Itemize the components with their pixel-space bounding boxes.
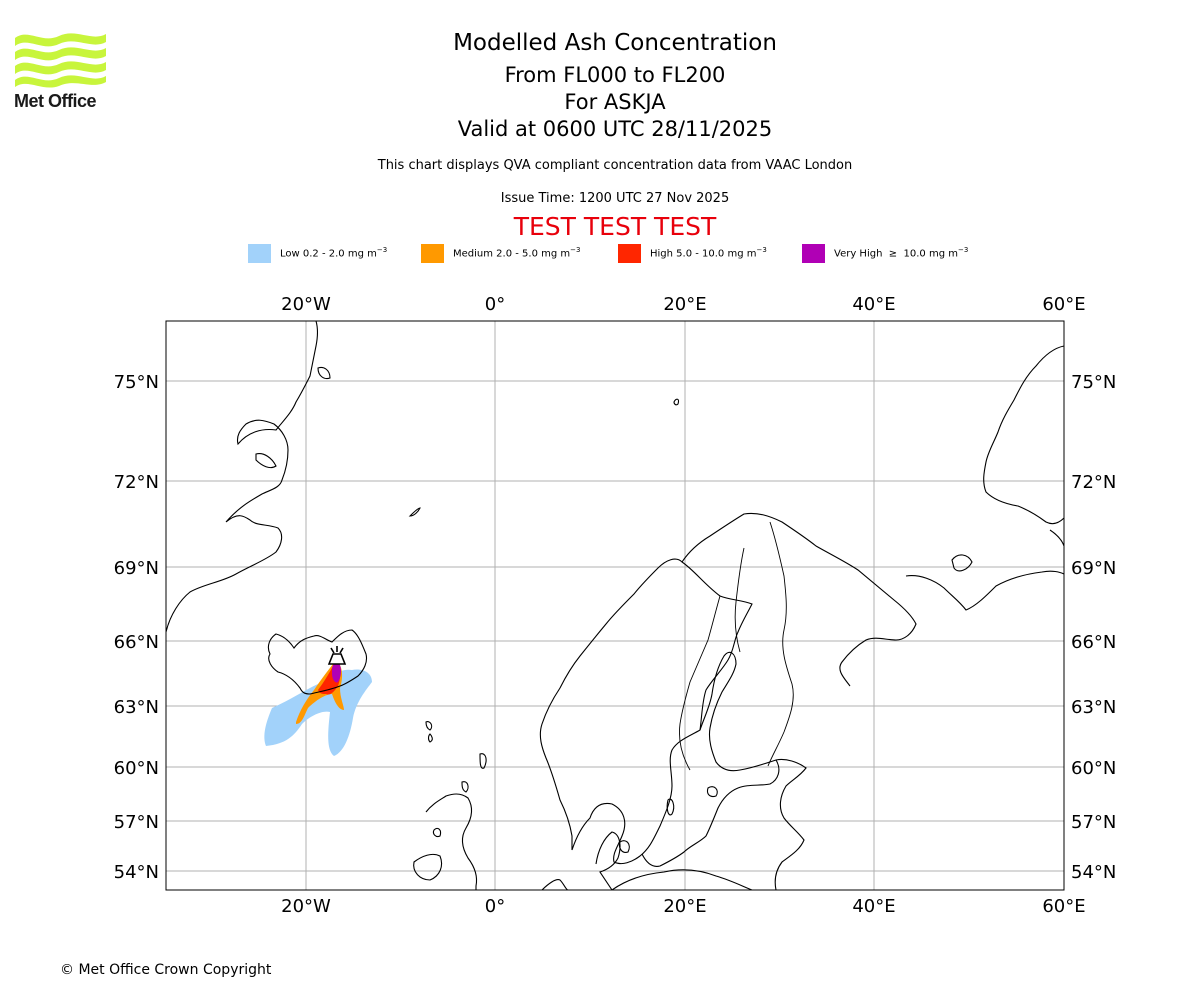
met-office-logo [14, 30, 109, 90]
lon-label: 60°E [1042, 896, 1085, 917]
legend-label-low: Low 0.2 - 2.0 mg m−3 [280, 246, 388, 260]
coastline-bear-island [673, 398, 680, 406]
lat-label: 54°N [114, 862, 159, 883]
lat-label: 60°N [1071, 758, 1116, 779]
lat-label: 69°N [1071, 558, 1116, 579]
lon-label: 40°E [852, 294, 895, 315]
lon-labels-bottom: 20°W 0° 20°E 40°E 60°E [281, 896, 1085, 917]
flight-level-range: From FL000 to FL200 [504, 63, 726, 87]
lon-label: 40°E [852, 896, 895, 917]
compliance-note: This chart displays QVA compliant concen… [377, 158, 853, 173]
lat-label: 69°N [114, 558, 159, 579]
lon-label: 0° [485, 896, 505, 917]
copyright-notice: © Met Office Crown Copyright [60, 962, 272, 978]
met-office-logo-waves [15, 33, 106, 88]
map-frame [165, 320, 1065, 891]
border-norway-sweden [679, 595, 721, 771]
coastline-north-cape [681, 512, 917, 687]
lon-label: 20°W [281, 294, 331, 315]
legend-label-very-high: Very High ≥ 10.0 mg m−3 [834, 246, 969, 260]
lon-label: 0° [485, 294, 505, 315]
lon-labels-top: 20°W 0° 20°E 40°E 60°E [281, 294, 1085, 315]
legend-swatch-low [248, 244, 271, 263]
volcano-icon [327, 646, 347, 665]
valid-time: Valid at 0600 UTC 28/11/2025 [457, 117, 773, 141]
ash-plume [264, 660, 372, 756]
ash-area-very-high [332, 661, 341, 683]
legend-swatch-very-high [802, 244, 825, 263]
legend-label-high: High 5.0 - 10.0 mg m−3 [650, 246, 767, 260]
graticule [166, 321, 1064, 890]
issue-time: Issue Time: 1200 UTC 27 Nov 2025 [500, 191, 730, 206]
lat-label: 60°N [114, 758, 159, 779]
lat-label: 75°N [114, 372, 159, 393]
legend-swatch-medium [421, 244, 444, 263]
lat-labels-left: 75°N 72°N 69°N 66°N 63°N 60°N 57°N 54°N [114, 372, 159, 883]
coastline-jan-mayen [408, 507, 421, 517]
coastlines [166, 321, 1064, 890]
met-office-logo-text: Met Office [14, 91, 97, 111]
coastline-baltic [641, 651, 780, 867]
lat-label: 75°N [1071, 372, 1116, 393]
volcano-name: For ASKJA [564, 90, 666, 114]
map-content [166, 321, 1064, 890]
lat-label: 66°N [1071, 632, 1116, 653]
border-finland-sweden [734, 547, 745, 653]
lat-label: 72°N [114, 472, 159, 493]
legend-label-medium: Medium 2.0 - 5.0 mg m−3 [453, 246, 581, 260]
ash-area-low [264, 669, 372, 756]
coastline-estonia-latvia [774, 758, 807, 890]
border-finland-russia [767, 521, 794, 767]
lat-labels-right: 75°N 72°N 69°N 66°N 63°N 60°N 57°N 54°N [1071, 372, 1116, 883]
chart-title: Modelled Ash Concentration [453, 30, 777, 56]
test-banner: TEST TEST TEST [513, 212, 717, 241]
coastline-greenland [166, 321, 319, 633]
legend-swatch-high [618, 244, 641, 263]
coastline-denmark [595, 831, 630, 890]
coastline-iceland [267, 629, 368, 695]
lat-label: 72°N [1071, 472, 1116, 493]
lat-label: 63°N [1071, 697, 1116, 718]
coastline-scandinavia [539, 558, 753, 890]
lat-label: 57°N [1071, 812, 1116, 833]
lat-label: 66°N [114, 632, 159, 653]
lat-label: 54°N [1071, 862, 1116, 883]
coastline-novaya-zemlya [983, 345, 1064, 547]
lat-label: 57°N [114, 812, 159, 833]
lon-label: 20°E [663, 294, 706, 315]
lon-label: 20°E [663, 896, 706, 917]
lon-label: 20°W [281, 896, 331, 917]
lon-label: 60°E [1042, 294, 1085, 315]
coastline-faroe [425, 721, 433, 743]
coastline-british-isles [413, 793, 478, 890]
lat-label: 63°N [114, 697, 159, 718]
